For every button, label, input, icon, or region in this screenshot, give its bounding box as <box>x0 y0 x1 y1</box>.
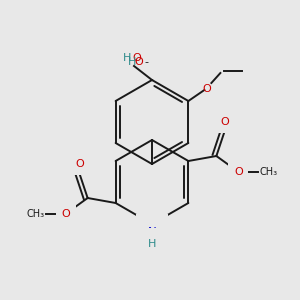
Text: H: H <box>148 239 156 249</box>
Text: O: O <box>234 167 243 177</box>
Text: O: O <box>61 209 70 219</box>
Text: CH₃: CH₃ <box>259 167 278 177</box>
Text: N: N <box>148 226 156 238</box>
Text: CH₃: CH₃ <box>27 209 45 219</box>
Text: H: H <box>123 53 131 63</box>
Text: -: - <box>144 57 148 67</box>
Text: O: O <box>202 84 211 94</box>
Text: O: O <box>132 53 141 63</box>
Text: O: O <box>75 159 84 169</box>
Text: H: H <box>128 57 136 67</box>
Text: O: O <box>135 57 143 67</box>
Text: O: O <box>220 117 229 127</box>
